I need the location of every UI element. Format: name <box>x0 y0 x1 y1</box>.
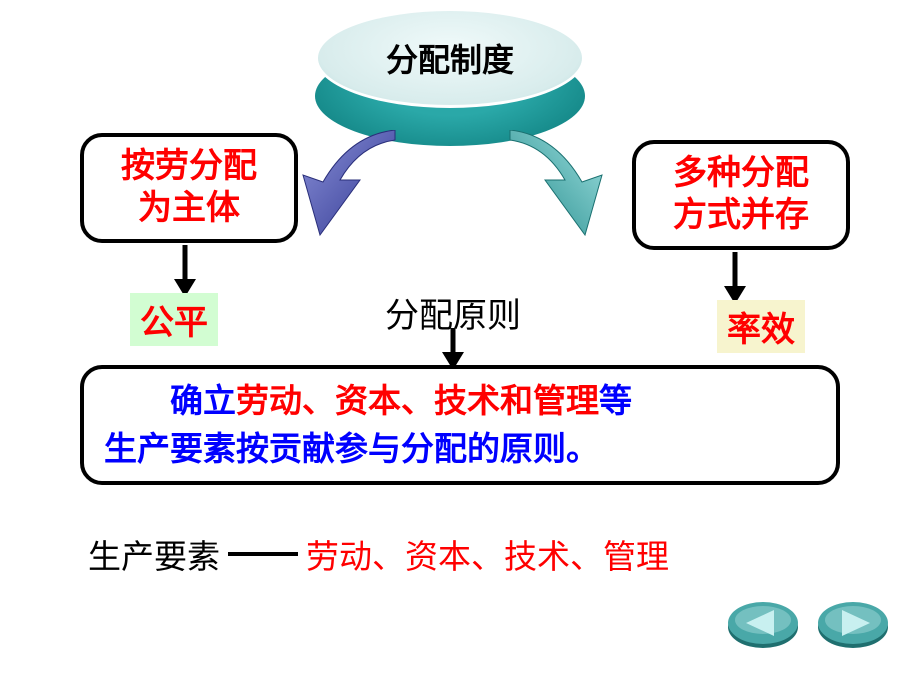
arrow-down-left <box>170 245 200 297</box>
bottom-dash <box>228 552 298 556</box>
right-box-line2: 方式并存 <box>673 195 809 238</box>
bottom-left-text: 生产要素 <box>88 530 220 578</box>
curved-arrow-right <box>490 130 620 260</box>
right-result-label: 率效 <box>717 300 805 353</box>
arrow-down-right <box>720 252 750 304</box>
left-box-line1: 按劳分配 <box>121 146 257 189</box>
left-branch-box: 按劳分配 为主体 <box>80 133 298 243</box>
arrow-down-center <box>438 328 468 370</box>
bottom-annotation: 生产要素 劳动、资本、技术、管理 <box>88 530 669 578</box>
left-result-label: 公平 <box>130 293 218 346</box>
prev-button[interactable] <box>726 600 800 650</box>
principle-prefix: 确立 <box>170 384 236 420</box>
principle-line2: 生产要素按贡献参与分配的原则。 <box>104 427 816 475</box>
left-box-line2: 为主体 <box>138 188 240 231</box>
top-ellipse-label: 分配制度 <box>386 35 514 81</box>
right-branch-box: 多种分配 方式并存 <box>632 140 850 250</box>
top-ellipse-disc: 分配制度 <box>315 8 585 148</box>
next-button[interactable] <box>816 600 890 650</box>
principle-line1: 确立劳动、资本、技术和管理等 <box>104 379 816 427</box>
principle-suffix: 等 <box>599 384 632 420</box>
bottom-right-text: 劳动、资本、技术、管理 <box>306 530 669 578</box>
curved-arrow-left <box>285 130 415 260</box>
principle-highlight: 劳动、资本、技术和管理 <box>236 384 599 420</box>
right-box-line1: 多种分配 <box>673 153 809 196</box>
principle-box: 确立劳动、资本、技术和管理等 生产要素按贡献参与分配的原则。 <box>80 365 840 485</box>
disc-top-layer: 分配制度 <box>315 8 585 108</box>
